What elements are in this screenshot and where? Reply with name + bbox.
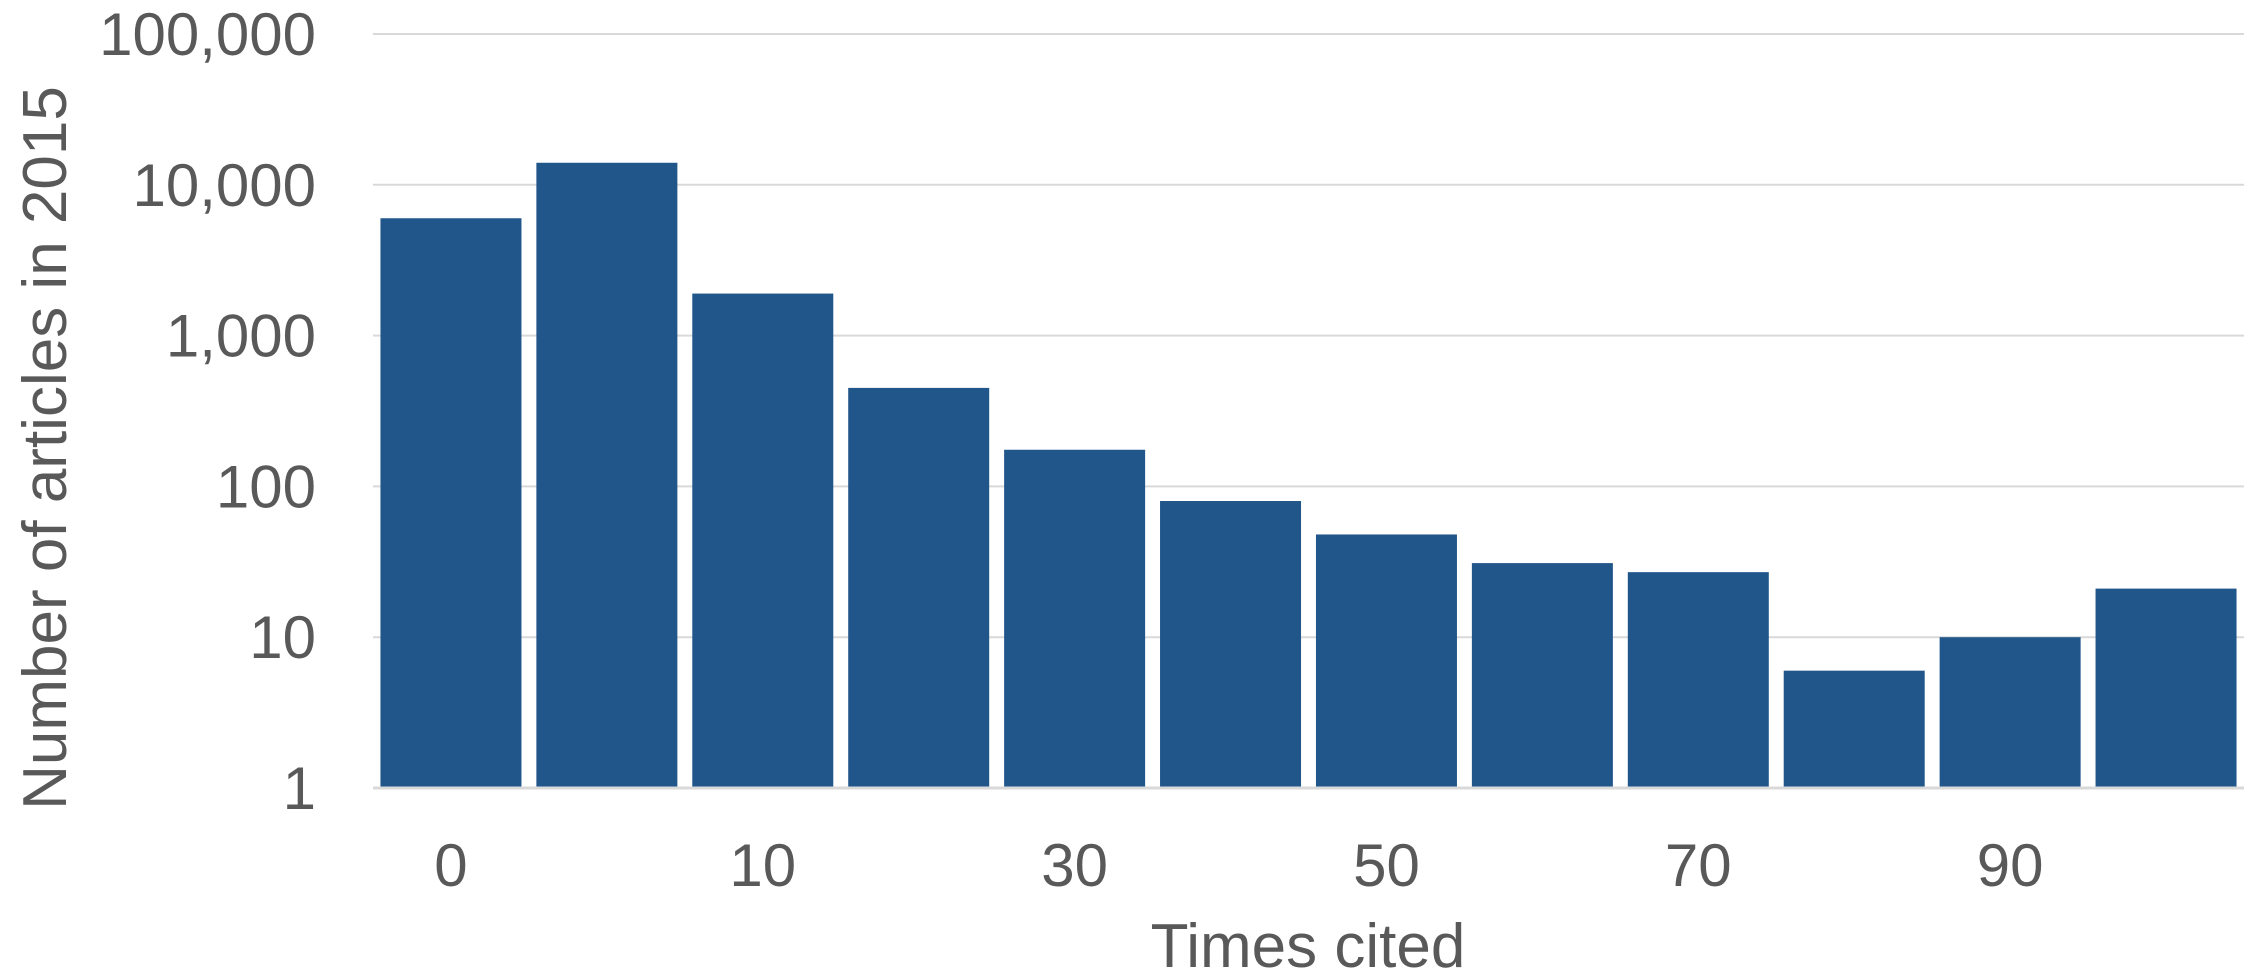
x-tick-label: 0: [434, 832, 467, 899]
bar: [1004, 449, 1146, 788]
bar: [1471, 563, 1613, 788]
y-axis-title: Number of articles in 2015: [11, 86, 80, 810]
bar: [1939, 637, 2081, 788]
bar: [2095, 588, 2237, 788]
y-tick-label: 10,000: [132, 152, 316, 219]
bar: [1315, 534, 1457, 788]
x-tick-label: 70: [1665, 832, 1732, 899]
bar: [848, 387, 990, 788]
bars: [380, 162, 2237, 789]
gridlines: [373, 33, 2244, 639]
y-tick-label: 10: [249, 604, 316, 671]
x-tick-labels: 0 10 30 50 70 90: [434, 832, 2043, 899]
y-tick-label: 100,000: [99, 1, 316, 68]
y-tick-label: 1: [283, 755, 316, 822]
bar: [1783, 670, 1925, 788]
y-tick-labels: 1 10 100 1,000 10,000 100,000: [99, 1, 316, 822]
y-tick-label: 100: [216, 453, 316, 520]
bar: [380, 218, 522, 789]
bar: [1627, 572, 1769, 788]
bar: [1160, 501, 1302, 788]
x-axis-title: Times cited: [1151, 912, 1466, 975]
y-tick-label: 1,000: [166, 303, 316, 370]
bar: [536, 162, 678, 788]
bar: [692, 293, 834, 788]
x-tick-label: 10: [729, 832, 796, 899]
x-tick-label: 50: [1353, 832, 1420, 899]
x-tick-label: 30: [1041, 832, 1108, 899]
x-tick-label: 90: [1977, 832, 2044, 899]
